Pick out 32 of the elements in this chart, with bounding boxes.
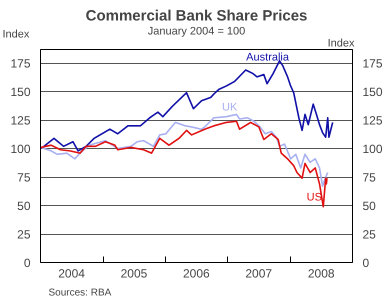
y-tick-label: 100 <box>10 142 31 156</box>
y-tick-label: 50 <box>17 199 31 214</box>
x-tick-label: 2007 <box>245 266 272 280</box>
y-tick-label: 175 <box>10 56 31 71</box>
series-label: UK <box>222 101 238 114</box>
line-series <box>40 120 328 208</box>
y2-tick-label: 25 <box>362 228 376 242</box>
source-note: Sources: RBA <box>48 288 112 298</box>
y2-tick-label: 125 <box>362 114 383 128</box>
x-tick-label: 2005 <box>120 266 148 280</box>
y-tick-label: 150 <box>10 85 31 100</box>
y2-tick-label: 75 <box>362 170 376 185</box>
y2-tick-label: 100 <box>362 142 383 156</box>
series-label: Australia <box>246 51 290 64</box>
y-tick-label: 125 <box>10 114 31 128</box>
line-series <box>40 114 329 187</box>
x-tick-label: 2008 <box>308 266 335 280</box>
y2-tick-label: 150 <box>362 85 383 100</box>
y2-tick-label: 50 <box>362 199 376 214</box>
line-series <box>40 60 334 152</box>
y2-tick-label: 0 <box>362 256 370 270</box>
chart-title: Commercial Bank Share Prices <box>86 8 308 24</box>
y-tick-label: 0 <box>24 256 31 270</box>
y2-axis-title: Index <box>328 38 355 50</box>
series-label: US <box>306 192 322 204</box>
y-tick-label: 75 <box>17 170 31 185</box>
chart-subtitle: January 2004 = 100 <box>148 26 246 38</box>
y-axis-title: Index <box>2 28 30 40</box>
x-tick-label: 2004 <box>58 266 86 280</box>
y-tick-label: 25 <box>17 228 31 242</box>
x-tick-label: 2006 <box>182 266 210 280</box>
y2-tick-label: 175 <box>362 56 383 71</box>
